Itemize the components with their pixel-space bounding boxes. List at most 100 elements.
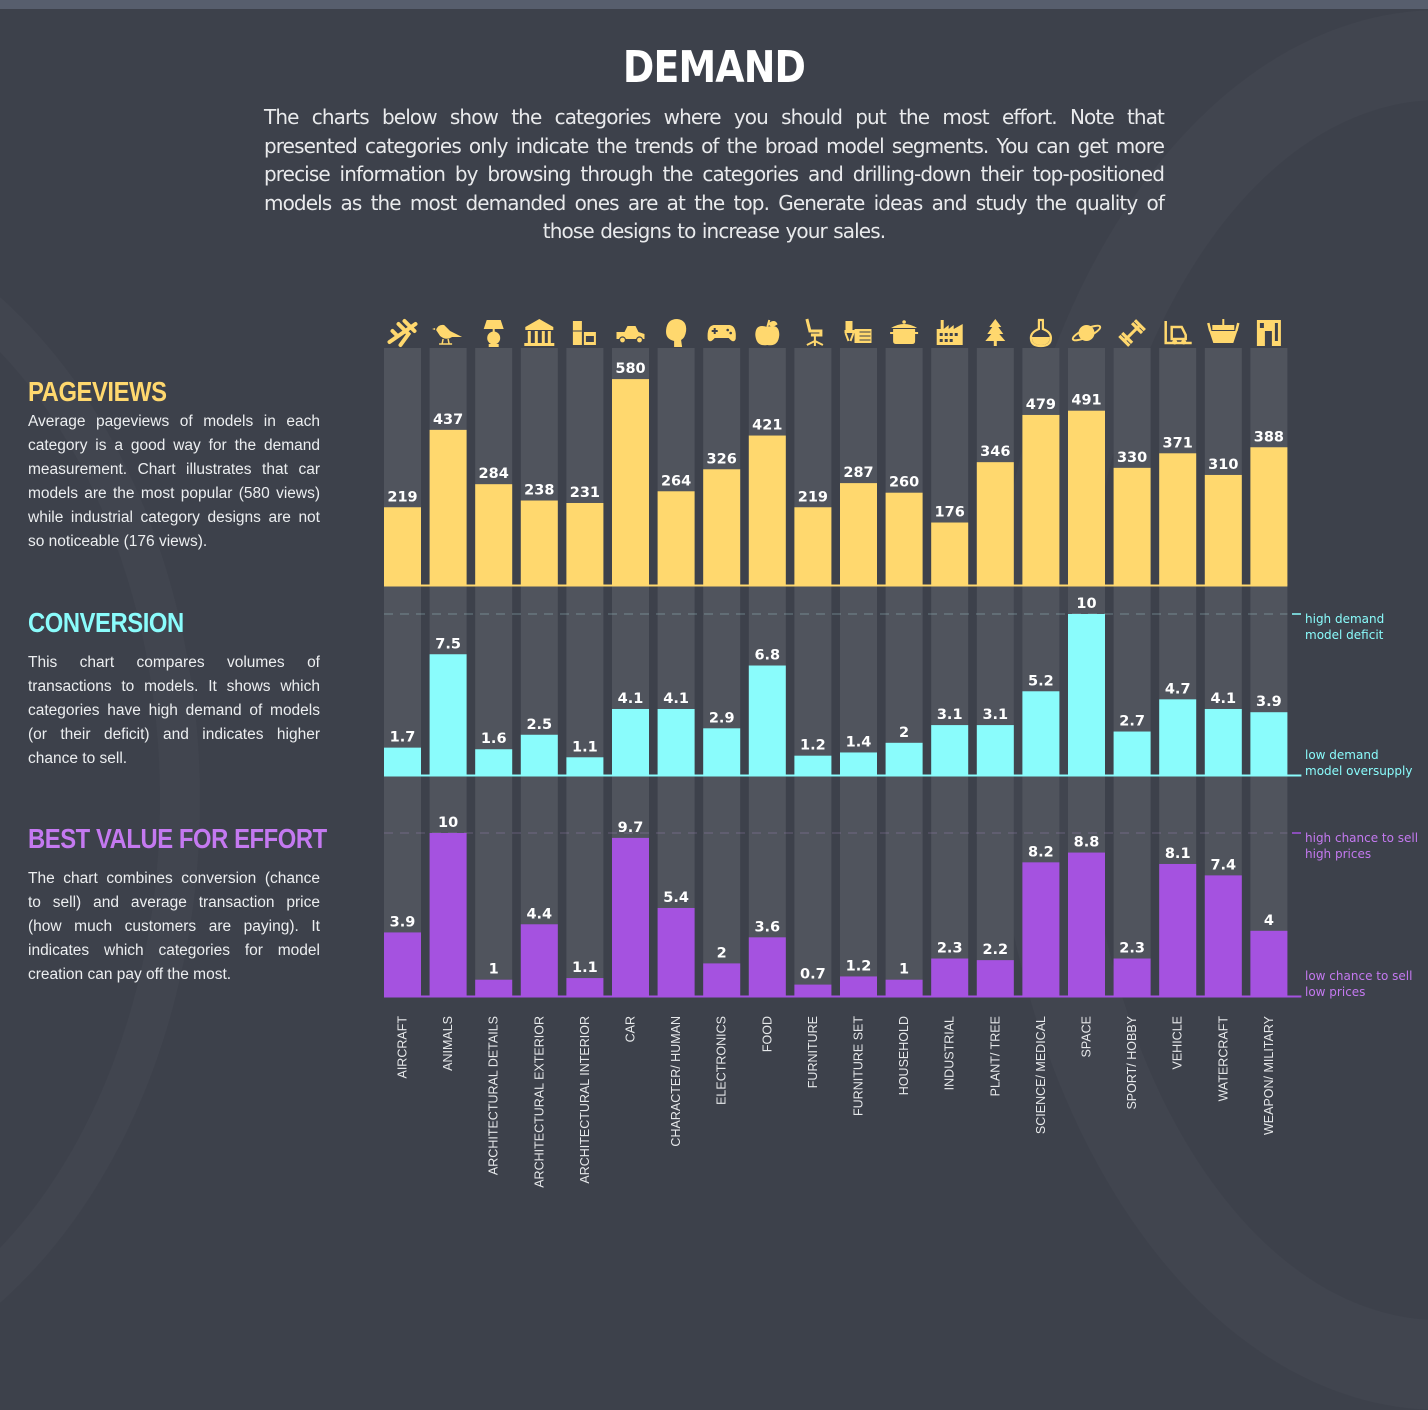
annotation-bottom-text: low chance to sell [1305,969,1412,983]
conversion-text: This chart compares volumes of transacti… [28,654,320,767]
pageviews-value-label: 260 [889,475,919,491]
cooking-pot-icon [890,320,919,344]
forklift-icon [1164,321,1192,345]
value-bar [566,978,604,996]
conversion-value-label: 1.6 [481,731,507,747]
pageviews-bar [429,429,467,585]
conversion-value-label: 10 [1076,596,1096,612]
category-label: ARCHITECTURAL EXTERIOR [532,1016,546,1188]
conversion-value-label: 1.2 [800,738,826,754]
column-background [520,348,558,996]
conversion-bar [748,665,786,775]
pageviews-value-label: 176 [935,505,965,521]
pageviews-value-label: 264 [661,473,691,489]
pageviews-chart: 219 437 284 238 231 580 264 326 421 219 287 260 176 3… [384,361,1288,587]
category-label: FURNITURE [806,1016,820,1088]
lamp-icon [483,320,504,347]
pageviews-value-label: 421 [752,418,782,434]
pageviews-value-label: 491 [1071,393,1101,409]
category-label: FOOD [760,1016,774,1052]
annotation-bottom-text: model oversupply [1305,764,1412,778]
conversion-bar [657,708,695,775]
pageviews-value-label: 238 [524,483,554,499]
human-head-icon [666,319,687,347]
apple-icon [755,319,780,346]
pageviews-text: Average pageviews of models in each cate… [28,413,320,550]
value-bar [1022,862,1060,996]
category-label: INDUSTRIAL [943,1016,957,1090]
value-bar [520,924,558,996]
value-bar [1068,852,1105,996]
dumbbell-icon [1118,319,1146,347]
conversion-bar [1204,708,1242,775]
airplane-icon [387,319,418,347]
conversion-bar [566,757,604,775]
category-label: CHARACTER/ HUMAN [669,1016,683,1147]
conversion-value-label: 1.1 [572,739,598,755]
pageviews-description: PAGEVIEWS Average pageviews of models in… [28,376,320,554]
conversion-value-label: 4.1 [618,691,644,707]
top-bar [0,0,1428,9]
category-label: SPORT/ HOBBY [1125,1015,1139,1109]
value-value-label: 5.4 [663,890,689,906]
conversion-value-label: 1.4 [846,734,872,750]
pageviews-heading: PAGEVIEWS [28,376,167,407]
conversion-value-label: 7.5 [435,636,461,652]
desk-set-icon [844,321,872,343]
value-value-label: 8.8 [1074,835,1100,851]
value-bar [1159,863,1197,996]
pageviews-bar [1159,453,1197,585]
value-bar [384,932,421,996]
value-value-label: 2 [717,945,727,961]
conversion-annotations: high demand model deficit low demand model … [1285,612,1412,778]
value-chart: 3.9 10 1 4.4 1.1 9.7 5.4 2 3.6 0.7 1.2 1 2.3 2.2 8.2 8.… [384,815,1418,999]
conversion-value-label: 4.1 [1210,691,1236,707]
pageviews-value-label: 580 [615,361,645,377]
conversion-value-label: 2.9 [709,710,735,726]
pageviews-bar [703,469,741,585]
value-bar [475,979,513,996]
conversion-bar [1113,731,1151,775]
category-label: PLANT/ TREE [988,1016,1002,1096]
value-bar [1250,930,1288,996]
conversion-value-label: 3.1 [982,707,1008,723]
pageviews-bar [1113,467,1151,585]
conversion-bar [429,654,467,775]
columns-building-icon [524,319,555,346]
value-value-label: 8.1 [1165,846,1191,862]
conversion-bar [794,755,832,775]
value-value-label: 3.6 [754,919,780,935]
conversion-value-label: 6.8 [754,648,780,664]
column-background [931,348,969,996]
pine-tree-icon [985,319,1006,346]
weapon-icon [1256,320,1281,346]
conversion-value-label: 2 [899,725,909,741]
value-value-label: 2.3 [1119,941,1145,957]
conversion-value-label: 3.1 [937,707,963,723]
column-background [976,348,1014,996]
conversion-bar [475,749,513,775]
flask-icon [1029,318,1053,348]
category-label: ELECTRONICS [715,1016,729,1105]
conversion-chart: 1.7 7.5 1.6 2.5 1.1 4.1 4.1 2.9 6.8 1.2 1.4 2 3.1 3.1… [384,596,1412,778]
column-background [794,348,832,996]
factory-icon [936,320,963,345]
pageviews-bar [931,522,969,585]
value-description: BEST VALUE FOR EFFORT The chart combines… [28,823,327,987]
annotation-top-text: high prices [1305,847,1371,861]
pageviews-bar [1022,414,1060,585]
conversion-value-label: 2.7 [1119,714,1145,730]
column-background [1113,348,1151,996]
conversion-description: CONVERSION This chart compares volumes o… [28,607,320,771]
conversion-bar [612,708,649,775]
category-label: AIRCRAFT [396,1016,410,1079]
conversion-bar [1250,712,1288,775]
value-bar [429,833,467,996]
column-background [840,348,877,996]
value-text: The chart combines conversion (chance to… [28,870,320,983]
value-bar [703,963,741,996]
pageviews-bar [657,491,695,585]
intro-paragraph: The charts below show the categories whe… [264,105,1165,243]
value-value-label: 7.4 [1210,857,1236,873]
